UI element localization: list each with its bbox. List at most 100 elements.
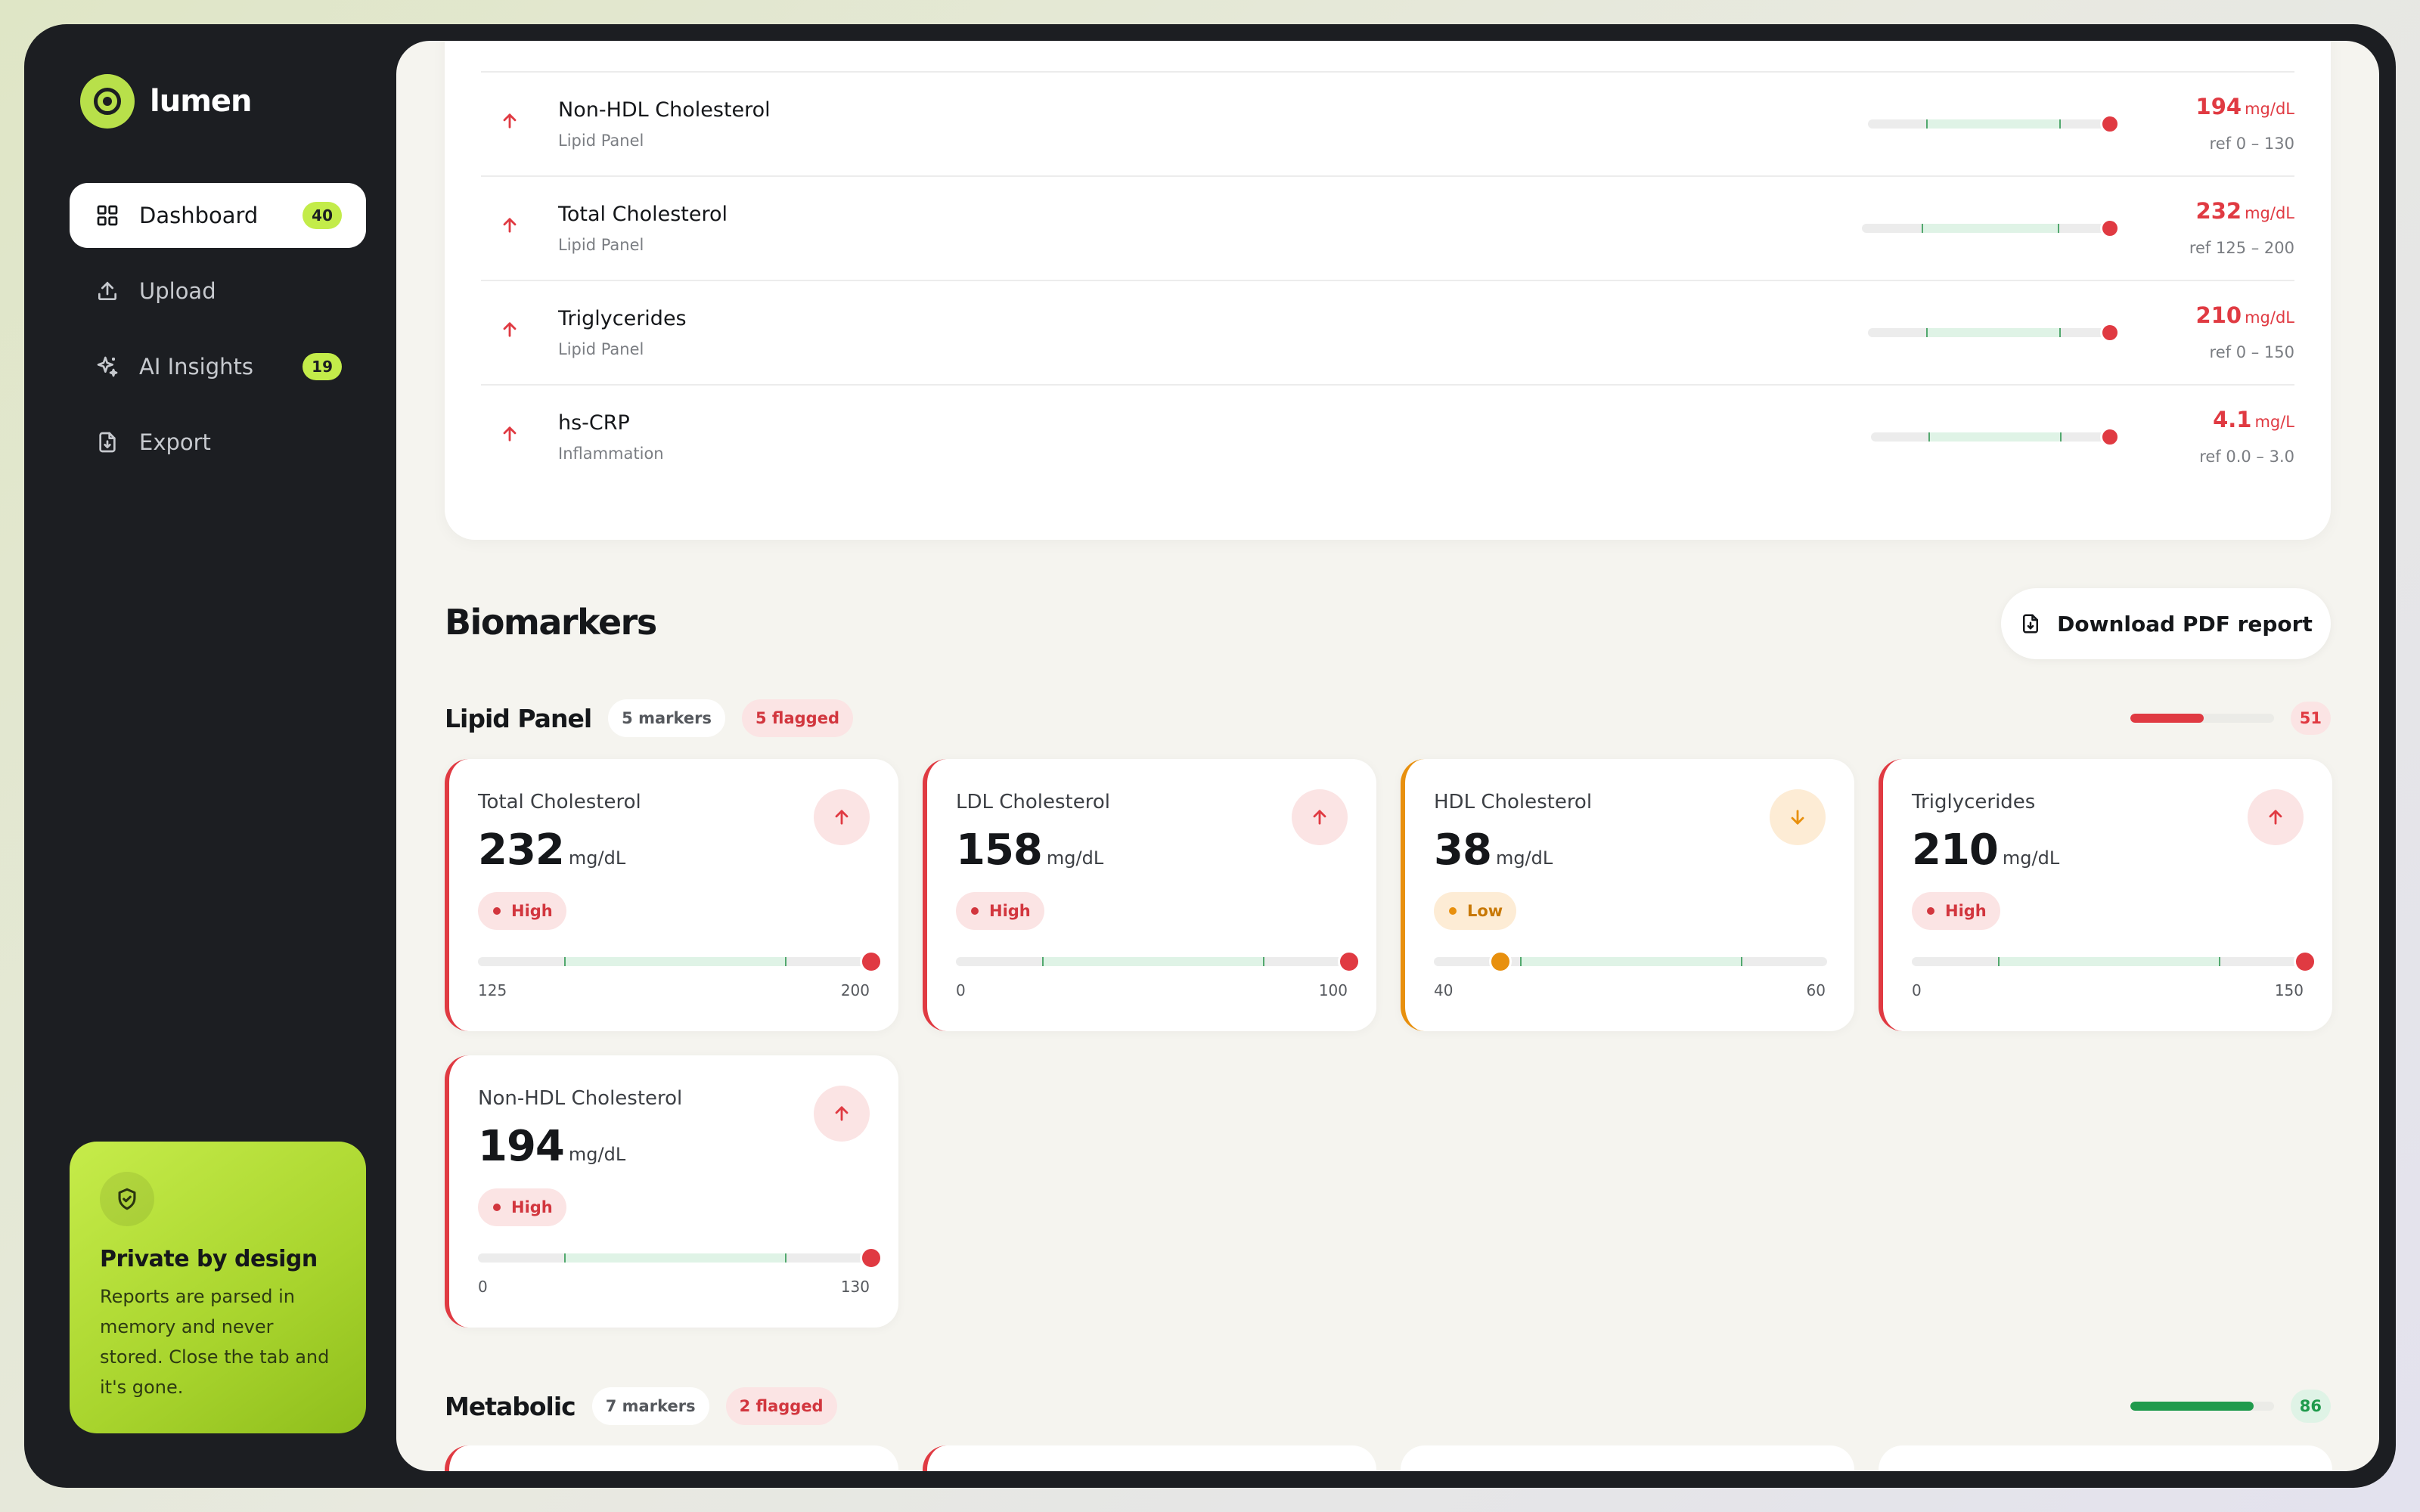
marker-name: Total Cholesterol bbox=[558, 203, 728, 226]
range-bar bbox=[478, 950, 883, 973]
nav-item-dashboard[interactable]: Dashboard 40 bbox=[70, 183, 366, 248]
group-name: Metabolic bbox=[445, 1391, 576, 1421]
flagged-markers-card: Non-HDL Cholesterol Lipid Panel 194 mg/dL… bbox=[445, 41, 2331, 540]
app-window: lumen Dashboard 40 Upload AI Insigh bbox=[24, 24, 2396, 1488]
nav-item-export[interactable]: Export bbox=[70, 410, 366, 475]
sidebar: lumen Dashboard 40 Upload AI Insigh bbox=[24, 24, 396, 1488]
marker-name: hs-CRP bbox=[558, 411, 630, 435]
nav-item-upload[interactable]: Upload bbox=[70, 259, 366, 324]
arrow-up-icon bbox=[814, 789, 870, 845]
download-pdf-button[interactable]: Download PDF report bbox=[2001, 588, 2331, 659]
biomarker-card[interactable]: Hemoglobin A1c bbox=[923, 1445, 1376, 1471]
biomarker-card[interactable]: Total Cholesterol 232 mg/dL High 125 200 bbox=[445, 759, 898, 1031]
file-export-icon bbox=[94, 429, 121, 456]
reference-range: ref 0.0 – 3.0 bbox=[2199, 448, 2294, 466]
biomarker-card[interactable]: Insulin, Fasting bbox=[1401, 1445, 1854, 1471]
range-bar bbox=[1868, 323, 2120, 342]
marker-name: HDL Cholesterol bbox=[1434, 791, 1593, 813]
value-marker bbox=[2294, 950, 2316, 973]
group-header-lipid: Lipid Panel 5 markers 5 flagged bbox=[445, 699, 853, 738]
privacy-card: Private by design Reports are parsed in … bbox=[70, 1142, 366, 1433]
marker-panel: Lipid Panel bbox=[558, 236, 644, 254]
biomarker-card[interactable]: Sodium bbox=[1879, 1445, 2332, 1471]
logo-icon bbox=[80, 74, 135, 129]
flagged-row[interactable]: hs-CRP Inflammation 4.1 mg/L ref 0.0 – 3.… bbox=[481, 384, 2294, 488]
marker-panel: Lipid Panel bbox=[558, 132, 644, 150]
nav-label: Export bbox=[139, 429, 211, 455]
nav-label: AI Insights bbox=[139, 354, 253, 380]
nav-badge: 19 bbox=[302, 353, 342, 380]
status-badge: High bbox=[478, 1188, 566, 1226]
range-bar bbox=[1868, 114, 2120, 134]
biomarker-card[interactable]: Glucose, Fasting bbox=[445, 1445, 898, 1471]
biomarker-card[interactable]: Non-HDL Cholesterol 194 mg/dL High 0 130 bbox=[445, 1055, 898, 1328]
range-bar bbox=[1434, 950, 1827, 973]
flagged-row[interactable]: Triglycerides Lipid Panel 210 mg/dL ref 0… bbox=[481, 280, 2294, 384]
sparkle-icon bbox=[94, 353, 121, 380]
range-min: 40 bbox=[1434, 981, 1454, 999]
score-value: 86 bbox=[2290, 1390, 2331, 1423]
brand[interactable]: lumen bbox=[80, 74, 252, 129]
marker-value: 158 mg/dL bbox=[956, 826, 1104, 875]
value-marker bbox=[2100, 114, 2120, 134]
range-min: 0 bbox=[478, 1278, 488, 1296]
status-badge: High bbox=[478, 892, 566, 930]
group-score: 86 bbox=[2130, 1390, 2331, 1423]
marker-name: Non-HDL Cholesterol bbox=[478, 1087, 683, 1110]
reference-range: ref 0 – 150 bbox=[2209, 343, 2294, 361]
value-marker bbox=[1338, 950, 1360, 973]
markers-count-badge: 5 markers bbox=[608, 699, 725, 737]
biomarker-card[interactable]: Triglycerides 210 mg/dL High 0 150 bbox=[1879, 759, 2332, 1031]
flagged-count-badge: 5 flagged bbox=[741, 699, 853, 737]
range-max: 130 bbox=[840, 1278, 870, 1296]
range-min: 0 bbox=[1912, 981, 1922, 999]
group-name: Lipid Panel bbox=[445, 703, 592, 733]
shield-check-icon bbox=[100, 1172, 154, 1226]
status-badge: Low bbox=[1434, 892, 1517, 930]
range-bar bbox=[1871, 427, 2120, 447]
value-marker bbox=[860, 1247, 883, 1269]
arrow-up-icon bbox=[499, 319, 522, 342]
marker-name: Non-HDL Cholesterol bbox=[558, 98, 771, 122]
marker-name: LDL Cholesterol bbox=[956, 791, 1111, 813]
range-bar bbox=[956, 950, 1360, 973]
marker-value: 194 mg/dL bbox=[478, 1122, 626, 1171]
app-name: lumen bbox=[150, 84, 252, 119]
page-title: Biomarkers bbox=[445, 602, 657, 643]
reference-range: ref 0 – 130 bbox=[2209, 135, 2294, 153]
download-label: Download PDF report bbox=[2057, 611, 2313, 637]
value-marker bbox=[2100, 323, 2120, 342]
marker-value: 210 mg/dL bbox=[1912, 826, 2060, 875]
range-bar bbox=[478, 1247, 883, 1269]
arrow-up-icon bbox=[499, 423, 522, 446]
range-bar bbox=[1862, 218, 2120, 238]
flagged-row[interactable]: Total Cholesterol Lipid Panel 232 mg/dL r… bbox=[481, 175, 2294, 280]
marker-value: 38 mg/dL bbox=[1434, 826, 1553, 875]
range-max: 150 bbox=[2274, 981, 2304, 999]
nav-label: Dashboard bbox=[139, 203, 259, 228]
nav-item-ai-insights[interactable]: AI Insights 19 bbox=[70, 334, 366, 399]
marker-value: 232 mg/dL bbox=[2195, 198, 2294, 224]
grid-icon bbox=[94, 202, 121, 229]
range-min: 0 bbox=[956, 981, 966, 999]
status-badge: High bbox=[1912, 892, 2000, 930]
marker-name: Total Cholesterol bbox=[478, 791, 641, 813]
arrow-up-icon bbox=[2248, 789, 2304, 845]
file-download-icon bbox=[2023, 614, 2039, 634]
group-header-metabolic: Metabolic 7 markers 2 flagged bbox=[445, 1387, 837, 1426]
main-content: Non-HDL Cholesterol Lipid Panel 194 mg/dL… bbox=[396, 41, 2379, 1471]
score-value: 51 bbox=[2290, 702, 2331, 735]
range-max: 100 bbox=[1318, 981, 1348, 999]
markers-count-badge: 7 markers bbox=[591, 1387, 709, 1425]
upload-icon bbox=[94, 277, 121, 305]
arrow-up-icon bbox=[499, 215, 522, 237]
score-bar bbox=[2130, 1402, 2274, 1411]
value-marker bbox=[1489, 950, 1512, 973]
value-marker bbox=[860, 950, 883, 973]
biomarker-card[interactable]: HDL Cholesterol 38 mg/dL Low 40 60 bbox=[1401, 759, 1854, 1031]
marker-name: Triglycerides bbox=[558, 307, 687, 330]
value-marker bbox=[2100, 427, 2120, 447]
arrow-up-icon bbox=[499, 110, 522, 133]
biomarker-card[interactable]: LDL Cholesterol 158 mg/dL High 0 100 bbox=[923, 759, 1376, 1031]
flagged-row[interactable]: Non-HDL Cholesterol Lipid Panel 194 mg/dL… bbox=[481, 71, 2294, 175]
